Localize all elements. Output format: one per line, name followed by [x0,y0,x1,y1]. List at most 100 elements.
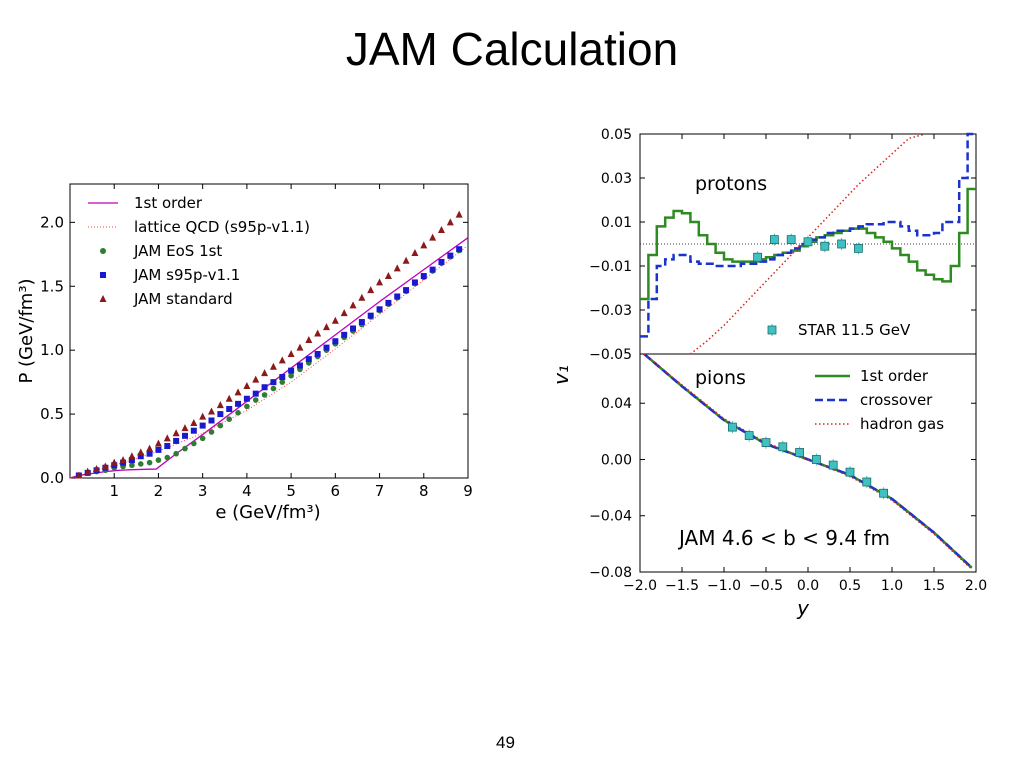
pions-star-point [761,438,771,448]
slide-title: JAM Calculation [345,23,679,75]
v1-chart: 0.05 0.03 0.01 −0.01 −0.03 −0.05 0.04 0.00 −0.04… [549,127,987,620]
jam-s95p-point [235,400,242,407]
jam-s95p-point [181,432,188,439]
jam-eos-1st-point [288,372,294,379]
jam-eos-1st-point [146,459,153,466]
jam-standard-point [234,388,242,396]
jam-s95p-point [208,417,215,424]
jam-s95p-point [279,374,286,381]
page-number: 49 [496,733,515,752]
jam-standard-point [172,429,180,437]
pions-label: pions [695,367,746,389]
jam-s95p-point [358,319,365,326]
jam-eos-1st-point [217,422,224,429]
jam-standard-point [208,407,216,415]
jam-standard-point [358,293,366,301]
eos-x-tick-label: 5 [286,482,296,500]
jam-eos-1st-point [208,429,215,435]
jam-s95p-point [128,457,135,464]
legend-star-label: STAR 11.5 GeV [798,321,911,339]
legend-label: JAM standard [133,290,233,308]
protons-y-tick-label: −0.01 [589,259,632,275]
eos-y-axis-label: P (GeV/fm³) [16,278,37,383]
pions-star-point [879,488,889,498]
eos-y-tick-label: 1.0 [40,341,64,359]
protons-star-point [753,252,763,262]
protons-star-point [853,244,863,253]
jam-standard-point [331,316,339,324]
jam-s95p-point [243,395,250,402]
jam-standard-point [128,452,136,460]
jam-s95p-point [226,405,233,412]
jam-s95p-point [137,453,144,460]
jam-eos-1st-point [191,440,197,447]
v1-y-axis-label: v₁ [549,365,573,385]
jam-standard-point [101,462,109,470]
pions-y-tick-label: 0.04 [601,396,632,412]
eos-legend: 1st order lattice QCD (s95p-v1.1) JAM EoS … [88,194,310,308]
eos-x-tick-label: 3 [198,482,208,500]
eos-x-tick-label: 9 [463,482,473,500]
jam-s95p-point [376,306,383,313]
eos-x-tick-label: 1 [109,482,119,500]
jam-s95p-point [305,356,312,363]
legend-label: JAM s95p-v1.1 [133,266,240,284]
protons-star-point [820,241,830,251]
jam-eos-1st-point [235,410,241,416]
jam-standard-point [199,412,207,420]
pions-star-point [778,442,788,452]
jam-s95p-point [385,299,392,306]
pions-annotation: JAM 4.6 < b < 9.4 fm [677,526,890,550]
jam-s95p-point [270,379,277,386]
pions-legend-label: 1st order [860,367,929,385]
eos-y-tick-label: 0.0 [40,469,64,487]
eos-x-tick-label: 7 [375,482,385,500]
eos-series [69,210,469,479]
v1-ticks: 0.05 0.03 0.01 −0.01 −0.03 −0.05 0.04 0.00 −0.04… [589,127,987,594]
jam-standard-point [340,309,348,317]
pions-star-point [845,467,855,477]
jam-s95p-point [217,411,224,418]
protons-star-point [803,237,813,247]
jam-eos-1st-point [155,457,162,463]
jam-standard-point [455,210,463,218]
jam-s95p-point [420,273,427,280]
jam-s95p-point [367,312,374,319]
jam-standard-point [110,458,118,466]
jam-standard-point [75,471,83,479]
jam-standard-point [402,256,410,264]
pions-hadron-gas-line [643,353,973,570]
legend-s95p-marker [100,272,106,278]
eos-x-axis-label: e (GeV/fm³) [215,502,320,523]
legend-eos-1st-marker [100,248,106,254]
protons-star-point [786,235,796,244]
v1-x-tick-label: −1.5 [665,578,699,594]
protons-star-point [769,235,779,244]
pions-star-point [795,448,805,457]
jam-s95p-point [190,427,197,434]
jam-standard-point [437,226,445,234]
jam-standard-point [393,264,401,272]
jam-s95p-point [429,266,436,273]
legend-label: 1st order [134,194,203,212]
legend-star-marker [767,325,777,335]
eos-y-tick-label: 0.5 [40,405,64,423]
jam-standard-point [163,434,171,442]
v1-x-tick-label: −2.0 [623,578,657,594]
jam-eos-1st-point [129,462,135,469]
jam-eos-1st-point [182,445,188,452]
jam-standard-point [314,329,322,337]
jam-standard-point [243,381,251,389]
v1-x-tick-label: 2.0 [965,578,987,594]
jam-standard-point [146,444,154,452]
jam-s95p-point [173,437,180,444]
v1-x-tick-label: 1.0 [881,578,903,594]
v1-x-axis-label: y [796,596,810,620]
pions-y-tick-label: −0.04 [589,509,632,525]
jam-s95p-point [155,446,162,453]
jam-s95p-point [314,351,321,358]
pions-star-point [828,460,838,470]
jam-s95p-point [350,325,357,332]
jam-standard-point [376,278,384,286]
jam-standard-point [305,335,313,343]
